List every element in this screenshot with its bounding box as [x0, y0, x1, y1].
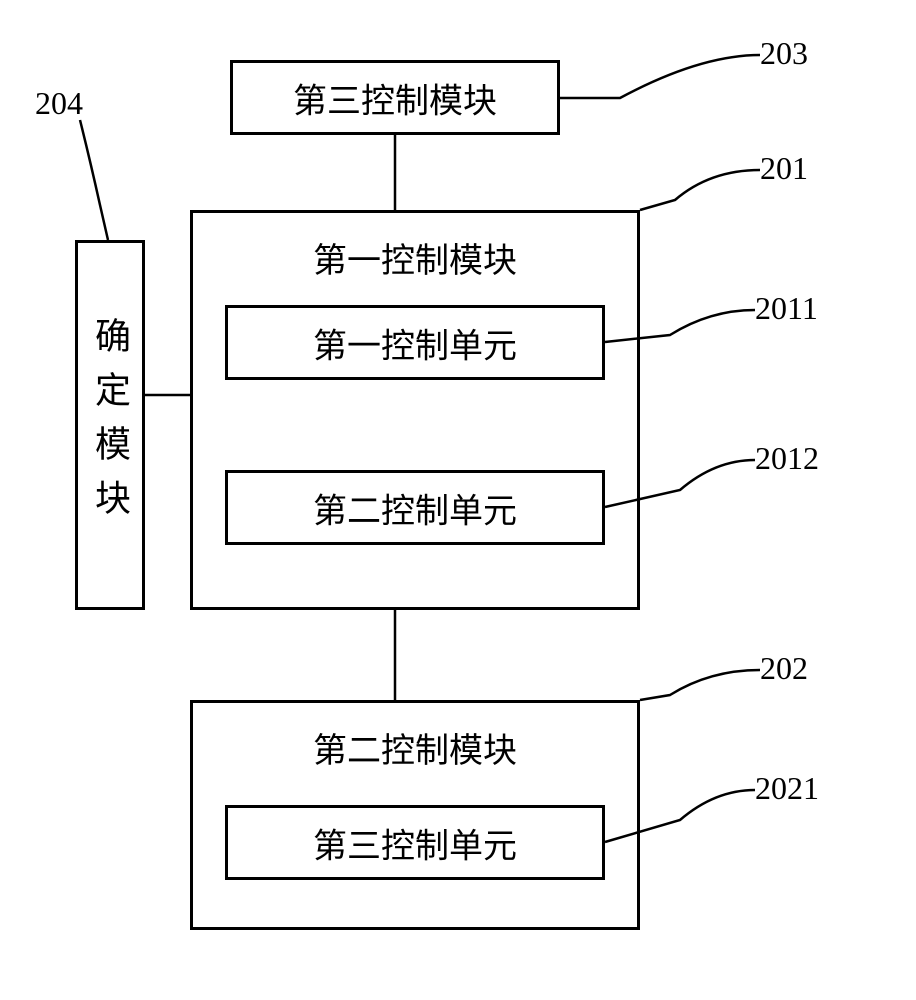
leader-201: [640, 170, 760, 210]
box-label: 第三控制单元: [313, 818, 517, 867]
box-label: 第二控制单元: [313, 483, 517, 532]
box-label: 确定模块: [84, 317, 136, 533]
ref-label-204: 204: [35, 85, 83, 122]
leader-202: [640, 670, 760, 700]
box-determine-module: 确定模块: [75, 240, 145, 610]
box-third-control-unit: 第三控制单元: [225, 805, 605, 880]
ref-label-2011: 2011: [755, 290, 818, 327]
box-label: 第二控制模块: [313, 723, 517, 772]
box-label: 第一控制单元: [313, 318, 517, 367]
box-label: 第一控制模块: [313, 233, 517, 282]
leader-203: [560, 55, 760, 98]
ref-label-2012: 2012: [755, 440, 819, 477]
ref-label-2021: 2021: [755, 770, 819, 807]
ref-label-201: 201: [760, 150, 808, 187]
box-second-control-unit: 第二控制单元: [225, 470, 605, 545]
leader-204: [80, 120, 108, 240]
box-label: 第三控制模块: [293, 73, 497, 122]
box-first-control-unit: 第一控制单元: [225, 305, 605, 380]
box-third-control-module: 第三控制模块: [230, 60, 560, 135]
ref-label-202: 202: [760, 650, 808, 687]
box-first-control-module: 第一控制模块: [190, 210, 640, 610]
ref-label-203: 203: [760, 35, 808, 72]
